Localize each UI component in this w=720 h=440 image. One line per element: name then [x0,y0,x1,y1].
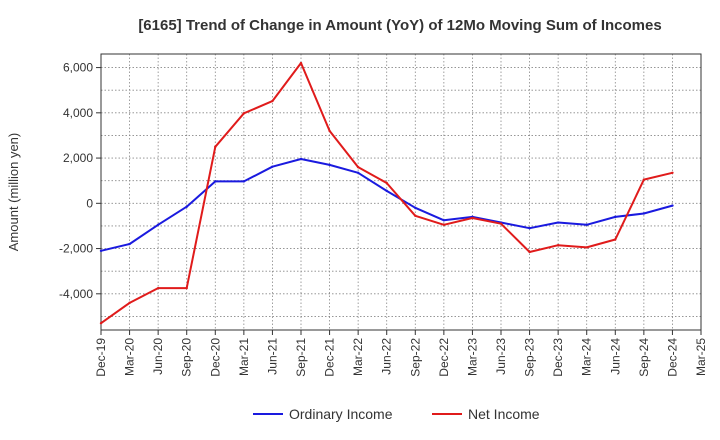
y-tick-label: 0 [86,196,93,210]
data-point [414,206,417,210]
y-tick-label: 6,000 [63,61,93,75]
x-tick-label: Dec-24 [665,338,679,377]
x-tick-label: Sep-23 [523,338,537,377]
series-layer [99,61,674,325]
data-point [614,238,617,241]
data-point [671,204,674,207]
plot-area [101,54,701,330]
data-point [156,223,160,227]
plot-frame [100,53,702,331]
data-point [214,145,217,148]
data-point [128,301,131,305]
y-tick-label: 2,000 [63,151,93,165]
legend-label: Ordinary Income [289,406,393,422]
x-tick-label: Sep-22 [408,338,422,377]
data-point [499,222,503,225]
data-point [328,163,331,167]
x-tick-label: Mar-22 [351,338,365,376]
data-point [156,286,160,290]
y-tick-label: 4,000 [63,106,93,120]
data-point [242,180,246,183]
x-tick-label: Jun-21 [265,338,279,375]
data-point [356,165,360,169]
data-point [585,246,588,249]
data-point [128,242,131,246]
x-tick-label: Sep-21 [294,338,308,377]
x-tick-label: Dec-23 [551,338,565,377]
data-point [556,221,560,224]
data-point [671,171,674,174]
data-point [556,243,560,247]
x-tick-label: Mar-21 [237,338,251,376]
data-point [356,171,360,174]
x-tick-label: Mar-24 [580,338,594,376]
data-point [642,212,646,215]
y-tick-label: -4,000 [59,287,93,301]
data-point [614,215,617,219]
x-tick-label: Jun-23 [494,338,508,375]
y-tick-label: -2,000 [59,242,93,256]
x-tick-label: Sep-24 [637,338,651,377]
data-point [99,249,103,253]
legend-label: Net Income [468,406,540,422]
gridlines [101,54,701,330]
x-tick-label: Jun-22 [380,338,394,375]
x-axis: Dec-19 Mar-20 Jun-20 Sep-20 Dec-20 Mar-21 Jun-… [94,330,708,377]
data-point [642,178,646,181]
data-point [528,250,531,254]
x-tick-label: Dec-21 [323,338,337,377]
data-point [99,322,103,325]
x-tick-label: Jun-20 [151,338,165,375]
data-point [442,223,446,227]
data-point [242,112,246,115]
data-point [271,165,274,168]
data-point [585,223,588,227]
data-point [414,214,417,217]
data-point [528,226,531,230]
x-tick-label: Mar-23 [465,338,479,376]
data-point [271,99,274,103]
data-point [214,180,217,183]
data-point [385,189,388,193]
data-point [299,157,303,161]
y-axis: 6,000 4,000 2,000 0 -2,000 -4,000 [59,61,101,301]
data-point [299,61,303,65]
x-tick-label: Sep-20 [180,338,194,377]
chart-title: [6165] Trend of Change in Amount (YoY) o… [138,17,661,34]
x-tick-label: Mar-20 [123,338,137,376]
x-tick-label: Dec-20 [208,338,222,377]
data-point [185,286,188,290]
x-tick-label: Mar-25 [694,338,708,376]
data-point [328,129,331,133]
x-tick-label: Dec-19 [94,338,108,377]
data-point [442,219,446,222]
data-point [471,216,474,220]
x-tick-label: Dec-22 [437,338,451,377]
data-point [185,205,188,208]
legend: Ordinary Income Net Income [253,406,540,422]
y-axis-label: Amount (million yen) [6,133,21,252]
data-point [385,181,388,185]
x-tick-label: Jun-24 [608,338,622,375]
